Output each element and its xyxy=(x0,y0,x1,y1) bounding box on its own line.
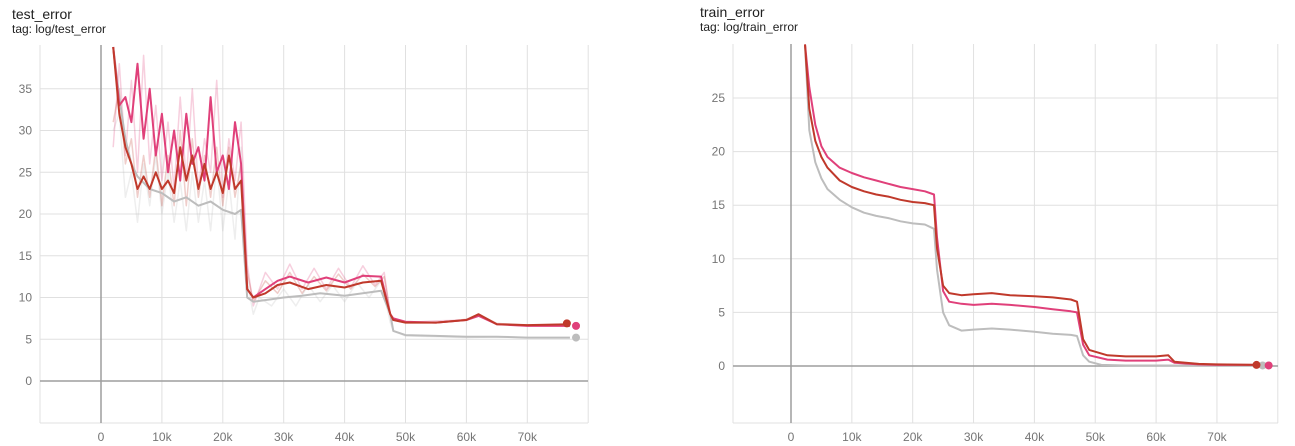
x-tick-label: 30k xyxy=(964,430,984,444)
y-tick-label: 15 xyxy=(712,198,726,212)
x-tick-label: 50k xyxy=(1086,430,1106,444)
x-tick-label: 70k xyxy=(1207,430,1227,444)
test-error-panel: test_error tag: log/test_error 0 10k 20k 30… xyxy=(0,0,600,446)
y-tick-label: 5 xyxy=(25,332,32,346)
series-line[interactable] xyxy=(804,44,1260,367)
plot-area xyxy=(112,46,570,339)
x-tick-label: 20k xyxy=(903,430,923,444)
x-tick-label: 30k xyxy=(274,430,294,444)
y-tick-label: 30 xyxy=(19,124,33,138)
y-tick-label: 0 xyxy=(718,359,725,373)
y-tick-label: 0 xyxy=(25,374,32,388)
x-tick-label: 0 xyxy=(788,430,795,444)
x-tick-label: 10k xyxy=(842,430,862,444)
y-tick-label: 20 xyxy=(19,207,33,221)
y-tick-label: 25 xyxy=(712,91,726,105)
series-end-point[interactable] xyxy=(562,319,571,328)
chart-title: test_error xyxy=(12,6,72,22)
x-tick-label: 60k xyxy=(457,430,477,444)
series-line[interactable] xyxy=(804,44,1260,366)
chart-tag: tag: log/test_error xyxy=(12,22,107,36)
plot-area xyxy=(804,44,1260,367)
x-tick-label: 0 xyxy=(98,430,105,444)
chart-title: train_error xyxy=(700,4,765,20)
series-line[interactable] xyxy=(112,46,570,327)
series-end-point[interactable] xyxy=(1258,361,1267,370)
y-tick-label: 10 xyxy=(712,252,726,266)
y-tick-label: 15 xyxy=(19,249,33,263)
series-end-point[interactable] xyxy=(572,333,581,342)
y-tick-label: 10 xyxy=(19,291,33,305)
series-end-point[interactable] xyxy=(572,321,581,330)
series-line[interactable] xyxy=(112,46,570,327)
train-error-panel: train_error tag: log/train_error 0 10k 20k… xyxy=(690,0,1295,446)
y-tick-label: 35 xyxy=(19,82,33,96)
x-tick-label: 50k xyxy=(396,430,416,444)
series-end-point[interactable] xyxy=(1252,360,1261,369)
y-tick-label: 25 xyxy=(19,165,33,179)
series-end-point[interactable] xyxy=(1264,361,1273,370)
y-tick-label: 20 xyxy=(712,145,726,159)
x-tick-label: 20k xyxy=(213,430,233,444)
y-tick-label: 5 xyxy=(718,305,725,319)
series-line[interactable] xyxy=(804,44,1260,366)
x-tick-label: 10k xyxy=(152,430,172,444)
x-tick-label: 70k xyxy=(518,430,538,444)
x-tick-label: 40k xyxy=(335,430,355,444)
x-tick-label: 60k xyxy=(1146,430,1166,444)
x-tick-label: 40k xyxy=(1025,430,1045,444)
chart-tag: tag: log/train_error xyxy=(700,20,799,34)
test-error-chart[interactable]: 0 10k 20k 30k 40k 50k 60k 70k 0 5 10 15 20 25 30 35 xyxy=(0,0,600,446)
train-error-chart[interactable]: 0 10k 20k 30k 40k 50k 60k 70k 0 5 10 15 20 25 xyxy=(690,0,1295,446)
